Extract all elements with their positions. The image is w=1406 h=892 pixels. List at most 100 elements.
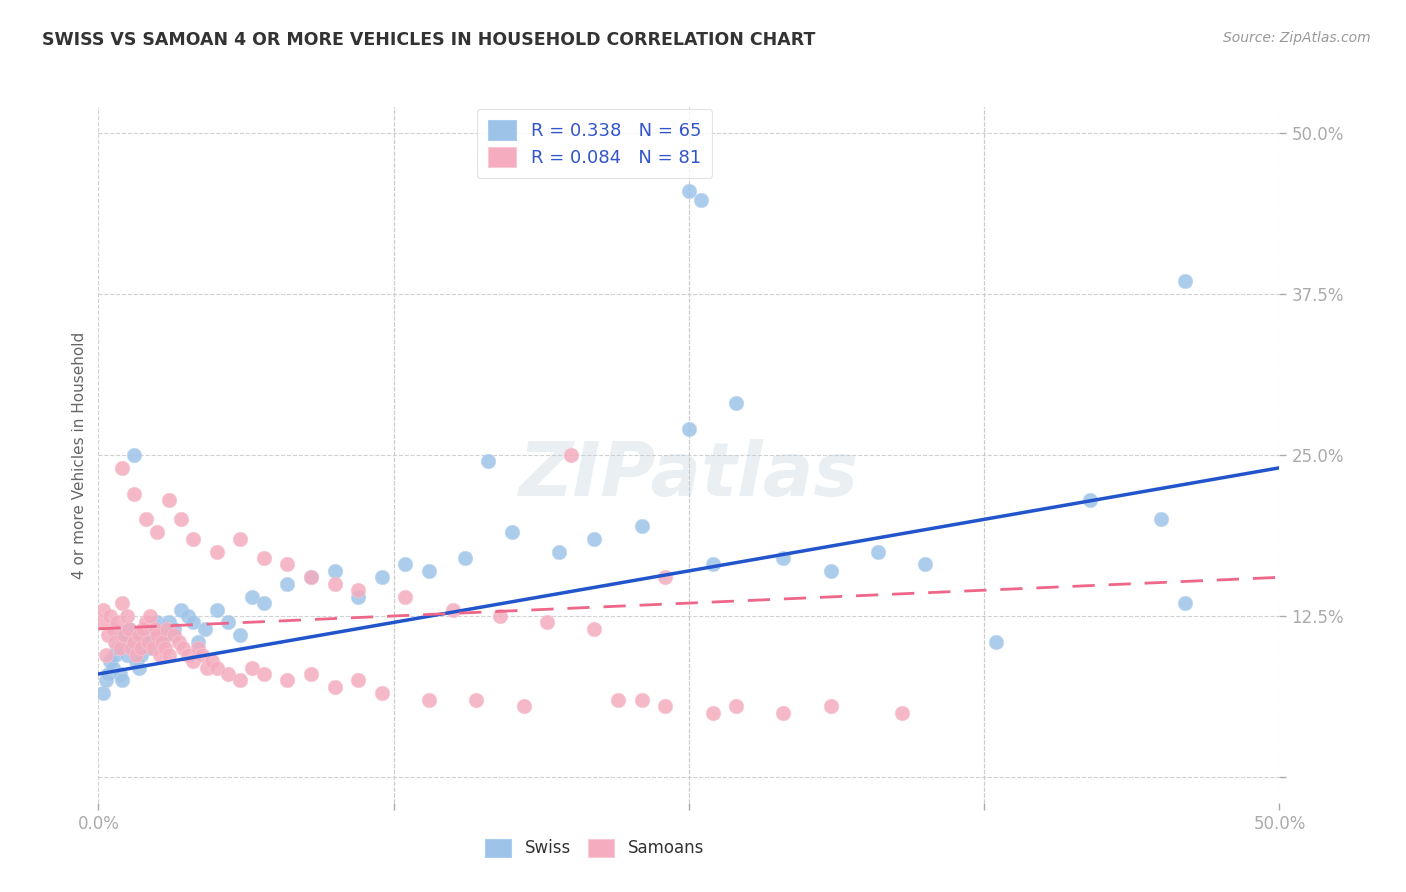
Point	[118, 622, 141, 636]
Point	[156, 622, 179, 636]
Point	[105, 615, 128, 630]
Point	[394, 590, 416, 604]
Point	[101, 622, 124, 636]
Point	[194, 622, 217, 636]
Point	[607, 692, 630, 706]
Point	[772, 551, 794, 566]
Point	[820, 699, 842, 714]
Point	[984, 634, 1007, 648]
Point	[229, 628, 252, 642]
Point	[111, 596, 134, 610]
Point	[111, 460, 134, 475]
Point	[229, 673, 252, 688]
Point	[146, 525, 169, 540]
Point	[890, 706, 912, 720]
Point	[276, 558, 298, 572]
Point	[97, 667, 120, 681]
Point	[725, 699, 748, 714]
Point	[163, 622, 186, 636]
Point	[276, 673, 298, 688]
Point	[548, 544, 571, 558]
Point	[135, 512, 157, 526]
Point	[101, 660, 124, 674]
Point	[91, 686, 114, 700]
Point	[163, 628, 186, 642]
Point	[157, 648, 180, 662]
Text: SWISS VS SAMOAN 4 OR MORE VEHICLES IN HOUSEHOLD CORRELATION CHART: SWISS VS SAMOAN 4 OR MORE VEHICLES IN HO…	[42, 31, 815, 49]
Point	[108, 667, 131, 681]
Point	[181, 615, 204, 630]
Point	[128, 660, 150, 674]
Point	[181, 532, 204, 546]
Point	[418, 692, 440, 706]
Point	[157, 493, 180, 508]
Point	[217, 615, 239, 630]
Point	[253, 667, 276, 681]
Point	[177, 609, 200, 624]
Point	[195, 660, 218, 674]
Point	[489, 609, 512, 624]
Point	[143, 622, 166, 636]
Point	[453, 551, 475, 566]
Point	[149, 648, 172, 662]
Point	[394, 558, 416, 572]
Point	[1174, 274, 1197, 288]
Point	[181, 654, 204, 668]
Point	[122, 641, 145, 656]
Point	[820, 564, 842, 578]
Point	[112, 628, 135, 642]
Point	[122, 448, 145, 462]
Point	[866, 544, 889, 558]
Point	[125, 654, 148, 668]
Point	[630, 518, 652, 533]
Point	[187, 634, 209, 648]
Point	[128, 628, 150, 642]
Point	[465, 692, 488, 706]
Point	[217, 667, 239, 681]
Point	[94, 648, 117, 662]
Point	[94, 673, 117, 688]
Point	[104, 648, 127, 662]
Point	[240, 590, 263, 604]
Point	[118, 622, 141, 636]
Point	[129, 648, 152, 662]
Point	[201, 654, 224, 668]
Point	[136, 634, 159, 648]
Point	[1174, 596, 1197, 610]
Point	[630, 692, 652, 706]
Point	[253, 551, 276, 566]
Point	[418, 564, 440, 578]
Legend: Swiss, Samoans: Swiss, Samoans	[478, 832, 711, 864]
Point	[167, 634, 190, 648]
Point	[299, 570, 322, 584]
Point	[536, 615, 558, 630]
Point	[98, 654, 121, 668]
Point	[323, 680, 346, 694]
Point	[177, 648, 200, 662]
Point	[115, 609, 138, 624]
Point	[689, 193, 711, 207]
Point	[91, 602, 114, 616]
Point	[104, 634, 127, 648]
Point	[90, 615, 112, 630]
Point	[121, 641, 143, 656]
Point	[98, 609, 121, 624]
Point	[122, 486, 145, 500]
Point	[121, 628, 143, 642]
Point	[205, 544, 228, 558]
Point	[135, 628, 157, 642]
Point	[153, 641, 176, 656]
Point	[1080, 493, 1102, 508]
Point	[772, 706, 794, 720]
Point	[132, 622, 155, 636]
Point	[111, 673, 134, 688]
Point	[347, 673, 370, 688]
Point	[205, 660, 228, 674]
Point	[654, 570, 676, 584]
Point	[914, 558, 936, 572]
Point	[172, 641, 194, 656]
Point	[191, 648, 214, 662]
Point	[229, 532, 252, 546]
Point	[205, 602, 228, 616]
Point	[129, 641, 152, 656]
